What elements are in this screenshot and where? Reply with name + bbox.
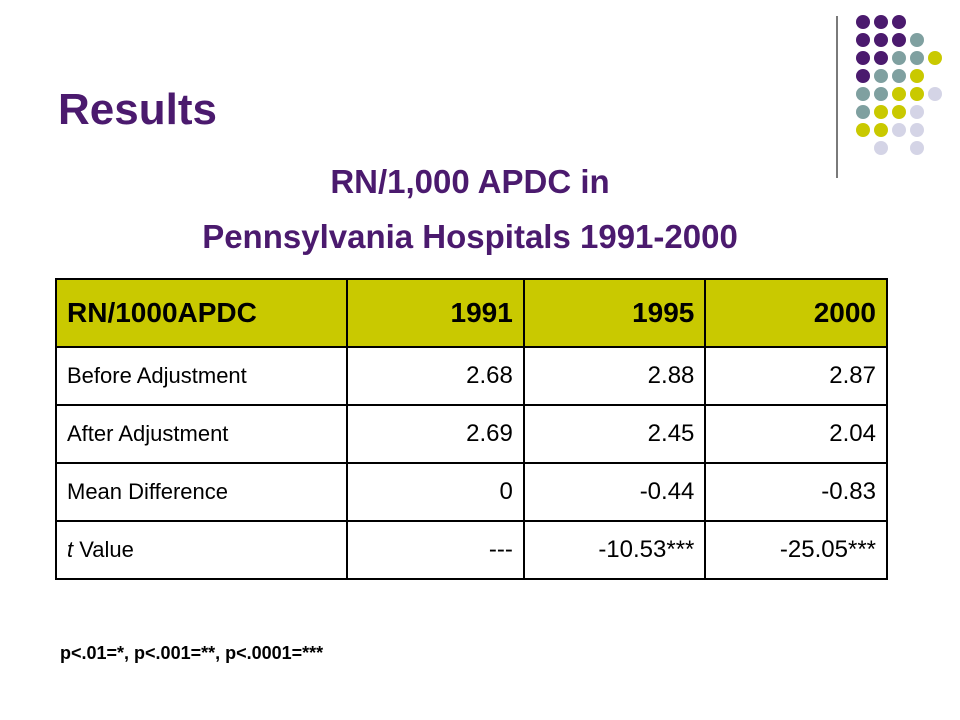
subtitle-line-1: RN/1,000 APDC in — [330, 163, 610, 200]
decor-dot — [874, 33, 888, 47]
column-header: 1991 — [346, 278, 525, 348]
table-cell: 2.87 — [704, 346, 888, 406]
row-label: Before Adjustment — [55, 346, 348, 406]
column-header: RN/1000APDC — [55, 278, 348, 348]
decor-dot — [856, 33, 870, 47]
decor-dot — [874, 87, 888, 101]
decor-dot — [892, 123, 906, 137]
table-cell: 2.68 — [346, 346, 525, 406]
table-cell: --- — [346, 520, 525, 580]
decor-dot — [856, 123, 870, 137]
decorative-vertical-line — [836, 16, 838, 178]
decor-dot — [874, 141, 888, 155]
table-cell: 2.45 — [522, 404, 707, 464]
decor-dot — [874, 15, 888, 29]
decor-dot — [892, 51, 906, 65]
decor-dot — [892, 87, 906, 101]
table-cell: -0.44 — [522, 462, 707, 522]
row-label: Mean Difference — [55, 462, 348, 522]
table-cell: 2.04 — [704, 404, 888, 464]
decor-dot — [874, 123, 888, 137]
row-label: After Adjustment — [55, 404, 348, 464]
column-header: 1995 — [522, 278, 707, 348]
table-row: Mean Difference 0 -0.44 -0.83 — [55, 462, 888, 522]
decor-dot — [856, 15, 870, 29]
decor-dot — [892, 33, 906, 47]
decor-dot — [910, 51, 924, 65]
column-header: 2000 — [704, 278, 888, 348]
table-row: t Value --- -10.53*** -25.05*** — [55, 520, 888, 580]
decor-dot — [928, 51, 942, 65]
decor-dot — [892, 15, 906, 29]
decor-dot — [910, 87, 924, 101]
table-header-row: RN/1000APDC 1991 1995 2000 — [55, 278, 888, 348]
table-cell: -0.83 — [704, 462, 888, 522]
row-label-rest: Value — [73, 537, 134, 562]
significance-footnote: p<.01=*, p<.001=**, p<.0001=*** — [60, 643, 324, 663]
table-row: After Adjustment 2.69 2.45 2.04 — [55, 404, 888, 464]
results-table: RN/1000APDC 1991 1995 2000 Before Adjust… — [55, 278, 888, 580]
decor-dot — [874, 105, 888, 119]
decor-dot — [910, 105, 924, 119]
row-label-italic: t — [67, 537, 74, 562]
decor-dot — [874, 51, 888, 65]
table-row: Before Adjustment 2.68 2.88 2.87 — [55, 346, 888, 406]
table-cell: 2.88 — [522, 346, 707, 406]
decor-dot — [856, 87, 870, 101]
table-cell: -25.05*** — [704, 520, 888, 580]
decor-dot — [910, 69, 924, 83]
decor-dot — [892, 105, 906, 119]
table-cell: 2.69 — [346, 404, 525, 464]
decor-dot — [910, 123, 924, 137]
decor-dot — [856, 51, 870, 65]
subtitle-line-2: Pennsylvania Hospitals 1991-2000 — [202, 218, 738, 255]
decor-dot — [856, 105, 870, 119]
decor-dot — [910, 141, 924, 155]
decor-dot — [910, 33, 924, 47]
decor-dot — [928, 87, 942, 101]
row-label: t Value — [55, 520, 348, 580]
decor-dot — [856, 69, 870, 83]
decor-dot — [892, 69, 906, 83]
slide-title: Results — [58, 85, 217, 134]
decor-dot — [874, 69, 888, 83]
table-cell: 0 — [346, 462, 525, 522]
table-cell: -10.53*** — [522, 520, 707, 580]
